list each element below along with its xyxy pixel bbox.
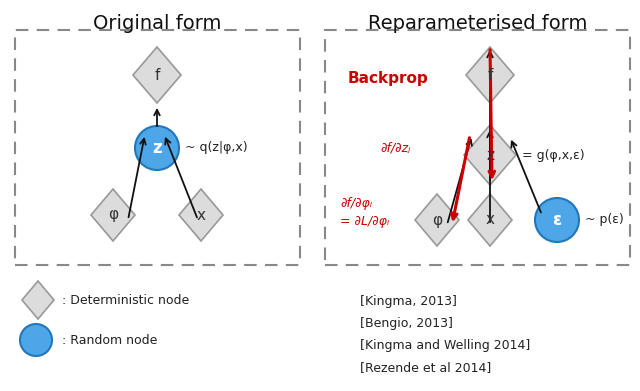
Ellipse shape [20, 324, 52, 356]
Polygon shape [466, 47, 514, 103]
Bar [15, 30, 300, 265]
Polygon shape [468, 194, 512, 246]
Polygon shape [22, 281, 54, 319]
Text: Reparameterised form: Reparameterised form [368, 14, 588, 33]
Text: [Kingma, 2013]: [Kingma, 2013] [360, 295, 457, 308]
Text: φ: φ [432, 212, 442, 228]
Text: Original form: Original form [93, 14, 221, 33]
Bar [325, 30, 630, 265]
Text: ~ q(z|φ,x): ~ q(z|φ,x) [185, 142, 248, 154]
Ellipse shape [535, 198, 579, 242]
Text: [Kingma and Welling 2014]: [Kingma and Welling 2014] [360, 339, 531, 352]
Text: x: x [486, 212, 495, 228]
Text: = g(φ,x,ε): = g(φ,x,ε) [522, 149, 584, 161]
Text: = ∂L/∂φᵢ: = ∂L/∂φᵢ [340, 215, 389, 228]
Text: : Random node: : Random node [62, 334, 157, 346]
Polygon shape [415, 194, 459, 246]
Text: z: z [486, 147, 494, 163]
Polygon shape [133, 47, 181, 103]
Polygon shape [464, 125, 516, 185]
Text: f: f [487, 68, 493, 83]
Text: ∂f/∂zⱼ: ∂f/∂zⱼ [380, 142, 410, 154]
Ellipse shape [135, 126, 179, 170]
Text: z: z [152, 139, 162, 157]
Text: [Bengio, 2013]: [Bengio, 2013] [360, 317, 453, 330]
Text: Backprop: Backprop [348, 70, 429, 86]
Text: ∂f/∂φᵢ: ∂f/∂φᵢ [340, 197, 372, 210]
Polygon shape [91, 189, 135, 241]
Text: ε: ε [552, 211, 562, 229]
Text: [Rezende et al 2014]: [Rezende et al 2014] [360, 361, 492, 374]
Text: f: f [154, 68, 160, 83]
Polygon shape [179, 189, 223, 241]
Text: φ: φ [108, 208, 118, 222]
Text: : Deterministic node: : Deterministic node [62, 294, 189, 307]
Text: ~ p(ε): ~ p(ε) [585, 213, 624, 226]
Text: x: x [196, 208, 205, 222]
